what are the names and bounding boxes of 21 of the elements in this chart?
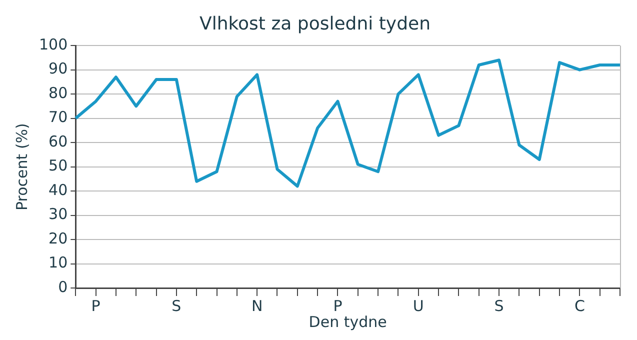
x-tick-label: U [412, 296, 424, 315]
x-tick-label: S [494, 296, 504, 315]
y-tick-label: 0 [58, 278, 68, 296]
y-tick-label: 40 [48, 180, 68, 199]
y-tick-label: 100 [38, 35, 68, 54]
y-tick-label: 90 [48, 60, 68, 78]
y-axis-title: Procent (%) [12, 123, 31, 210]
y-tick-label: 60 [48, 132, 68, 150]
x-axis-title: Den tydne [308, 312, 387, 331]
x-tick-label: N [251, 296, 263, 315]
y-tick-label: 10 [48, 254, 68, 272]
x-tick-label: C [574, 296, 585, 315]
x-tick-label: P [91, 296, 100, 315]
x-tick-label: P [333, 296, 342, 315]
chart-title: Vlhkost za posledni tyden [200, 13, 430, 34]
y-tick-label: 30 [48, 205, 68, 224]
y-tick-label: 80 [48, 84, 68, 102]
y-tick-label: 50 [48, 156, 68, 175]
y-tick-label: 70 [48, 108, 68, 126]
x-tick-label: S [172, 296, 182, 315]
y-tick-label: 20 [48, 229, 68, 248]
